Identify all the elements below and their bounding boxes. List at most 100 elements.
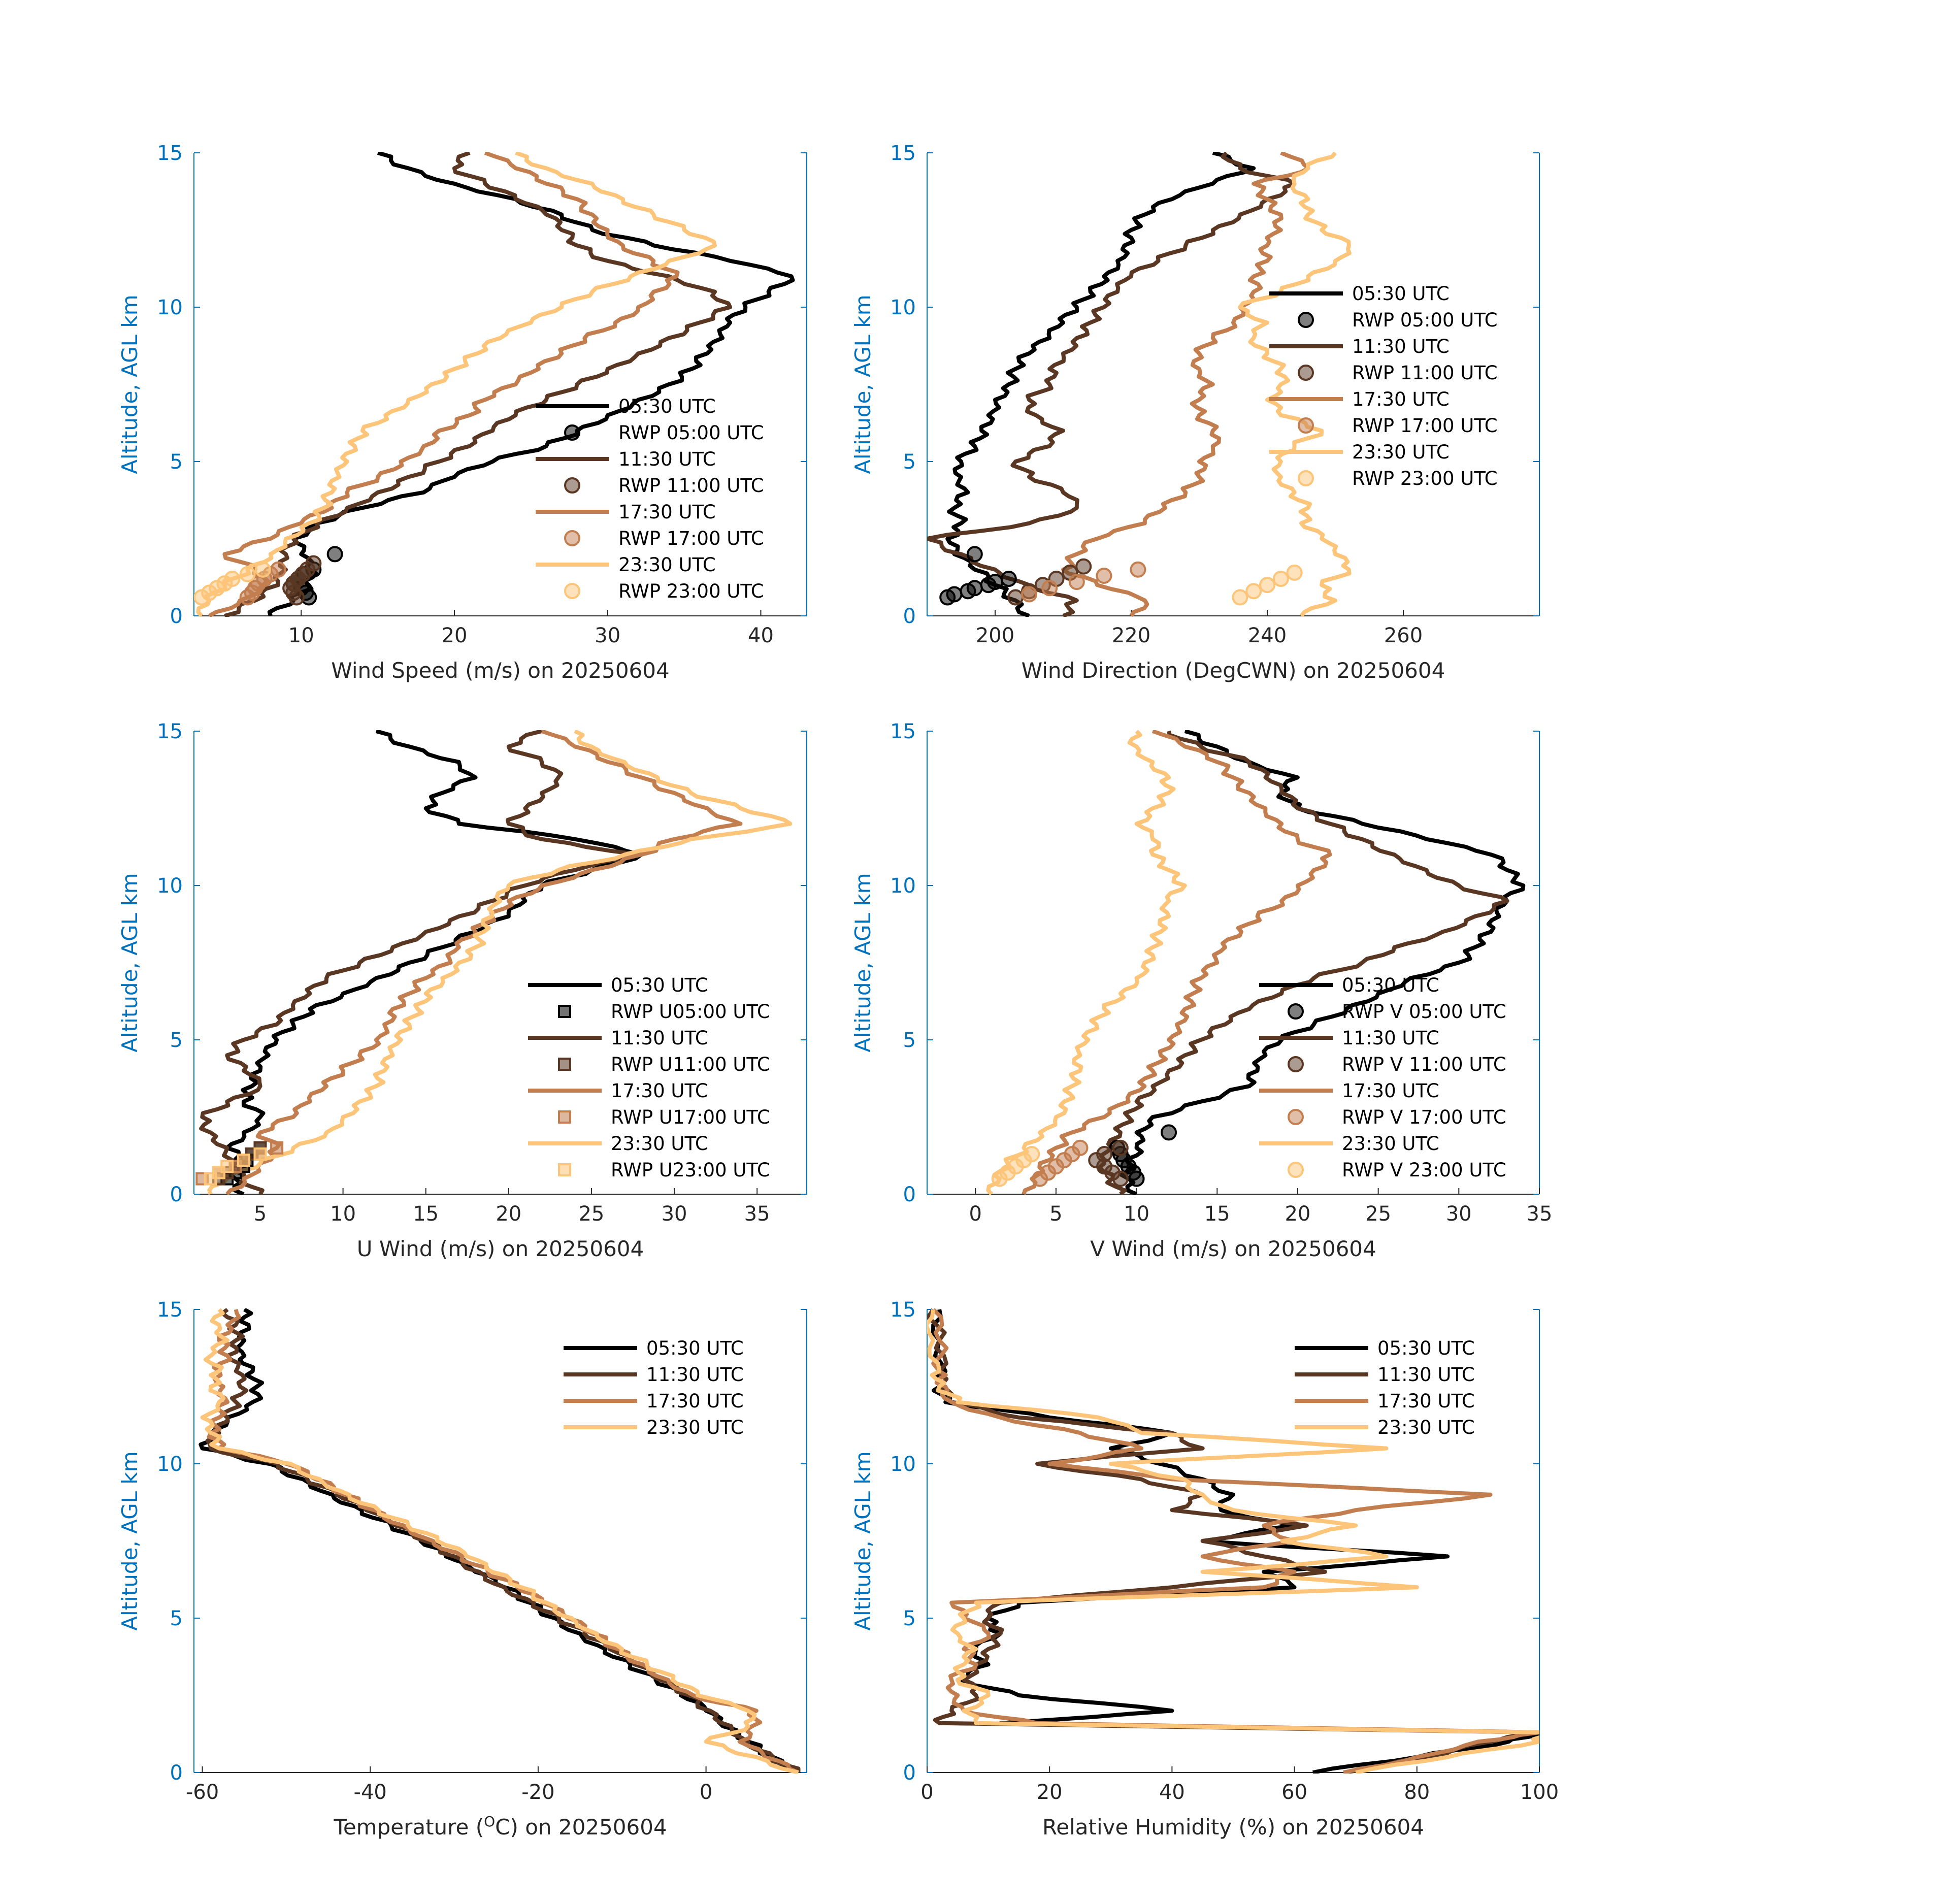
series-line-2330	[207, 730, 793, 1195]
legend-label: RWP 17:00 UTC	[618, 528, 764, 549]
x-tick-label: 20	[496, 1202, 521, 1226]
legend-label: 17:30 UTC	[646, 1390, 744, 1412]
series-line-0530	[945, 152, 1256, 617]
x-tick-label: 25	[1365, 1202, 1391, 1226]
legend-label: 11:30 UTC	[1342, 1027, 1439, 1049]
series-line-2330	[1238, 152, 1352, 617]
y-tick-label: 10	[157, 1453, 183, 1476]
legend-label: RWP 17:00 UTC	[1352, 415, 1498, 437]
rwp-point	[966, 580, 983, 597]
plot-area	[927, 1308, 1539, 1774]
y-tick-label: 0	[903, 1183, 916, 1206]
legend-marker-swatch	[1298, 312, 1314, 328]
rwp-point	[253, 1147, 267, 1161]
series-line-1130	[927, 152, 1297, 617]
legend-marker-swatch	[564, 530, 580, 546]
x-tick-label: 5	[1049, 1202, 1062, 1226]
legend-marker-swatch	[558, 1058, 571, 1071]
x-tick-label: 200	[976, 624, 1014, 647]
rwp-point	[237, 1154, 250, 1167]
legend-marker-swatch	[564, 583, 580, 599]
series-line-2330	[986, 730, 1187, 1195]
rwp-point	[1112, 1139, 1129, 1156]
y-tick-label: 5	[903, 450, 916, 474]
x-tick-label: 0	[969, 1202, 981, 1226]
legend-label: 23:30 UTC	[1342, 1133, 1439, 1155]
x-tick-label: 60	[1281, 1781, 1307, 1804]
legend-label: RWP V 11:00 UTC	[1342, 1054, 1506, 1075]
legend-label: 23:30 UTC	[1352, 441, 1450, 463]
legend-label: RWP 05:00 UTC	[618, 422, 764, 444]
legend-label: 17:30 UTC	[1377, 1390, 1475, 1412]
legend-label: 23:30 UTC	[618, 554, 716, 576]
chart-panel-wdir: 200 220 240 260 0 5 10 15 Wind Direction (DegCWN…	[850, 142, 1540, 683]
rwp-point	[1007, 589, 1024, 606]
x-tick-label: 20	[1285, 1202, 1310, 1226]
legend-label: RWP U17:00 UTC	[611, 1106, 770, 1128]
legend-label: RWP 05:00 UTC	[1352, 309, 1498, 331]
x-tick-label: -20	[521, 1781, 554, 1804]
legend: 05:30 UTC RWP 05:00 UTC 11:30 UTC RWP 11:00…	[1269, 283, 1498, 489]
plot-area	[194, 152, 795, 617]
x-tick-label: -40	[354, 1781, 387, 1804]
legend: 05:30 UTC 11:30 UTC 17:30 UTC 23:30 UTC	[564, 1337, 744, 1438]
y-tick-label: 15	[157, 142, 183, 165]
chart-panel-temp: -60 -40 -20 0 0 5 10 15 Temperature (OC) on 2025…	[117, 1298, 807, 1840]
legend-marker-swatch	[564, 477, 580, 494]
y-tick-label: 10	[157, 296, 183, 319]
legend-label: RWP U05:00 UTC	[611, 1001, 770, 1023]
series-line-1130	[205, 1308, 801, 1772]
x-tick-label: 0	[700, 1781, 712, 1804]
rwp-point	[1259, 577, 1275, 594]
series-line-1130	[199, 730, 643, 1195]
y-tick-label: 15	[890, 720, 916, 743]
rwp-point	[946, 586, 963, 603]
x-axis-label: Temperature (OC) on 20250604	[333, 1813, 667, 1840]
legend-label: 17:30 UTC	[618, 501, 716, 523]
legend-marker-swatch	[1288, 1003, 1304, 1020]
x-tick-label: 30	[1446, 1202, 1472, 1226]
rwp-point	[1272, 571, 1289, 587]
y-tick-label: 5	[170, 1607, 183, 1630]
y-tick-label: 0	[903, 605, 916, 628]
rwp-point	[1000, 571, 1017, 587]
legend-marker-swatch	[558, 1110, 571, 1124]
legend-marker-swatch	[1288, 1056, 1304, 1072]
x-tick-label: 260	[1384, 624, 1423, 647]
rwp-point	[1024, 1145, 1040, 1162]
x-tick-label: 30	[595, 624, 620, 647]
rwp-point	[1161, 1124, 1177, 1141]
series-line-2330	[196, 152, 717, 617]
rwp-point	[1021, 586, 1037, 603]
y-tick-label: 10	[890, 296, 916, 319]
series-line-1730	[225, 730, 743, 1195]
series-line-1730	[1061, 152, 1310, 617]
rwp-point	[1232, 589, 1248, 606]
y-axis-label: Altitude, AGL km	[117, 1451, 142, 1630]
chart-panel-rh: 0 20 40 60 80 100 0 5 10 15 Relative Humidity (%) …	[850, 1298, 1559, 1840]
rwp-point	[270, 561, 286, 578]
legend-label: RWP 11:00 UTC	[618, 475, 764, 497]
legend-label: RWP 11:00 UTC	[1352, 362, 1498, 384]
chart-panel-vwind: 0 5 10 15 20 25 30 35 0 5 10 15 V Wind (m/s) on 2025…	[850, 720, 1552, 1261]
series-line-2330	[200, 1308, 799, 1774]
legend-marker-swatch	[558, 1163, 571, 1176]
rwp-point	[239, 566, 256, 582]
x-tick-label: 5	[254, 1202, 267, 1226]
x-tick-label: 10	[288, 624, 314, 647]
legend-label: 11:30 UTC	[611, 1027, 708, 1049]
rwp-point	[1096, 567, 1112, 584]
legend: 05:30 UTC RWP 05:00 UTC 11:30 UTC RWP 11:00…	[536, 396, 764, 602]
rwp-point	[1068, 574, 1085, 590]
x-axis-label: V Wind (m/s) on 20250604	[1090, 1236, 1376, 1261]
y-tick-label: 15	[890, 142, 916, 165]
y-tick-label: 15	[157, 1298, 183, 1322]
x-axis-label: Relative Humidity (%) on 20250604	[1042, 1815, 1424, 1840]
legend-label: 17:30 UTC	[1342, 1080, 1439, 1102]
y-tick-label: 0	[170, 1761, 183, 1785]
legend-label: RWP 23:00 UTC	[1352, 468, 1498, 489]
y-tick-label: 10	[157, 874, 183, 898]
legend-label: 11:30 UTC	[1377, 1364, 1475, 1386]
legend-marker-swatch	[1288, 1162, 1304, 1178]
rwp-point	[270, 1141, 284, 1155]
